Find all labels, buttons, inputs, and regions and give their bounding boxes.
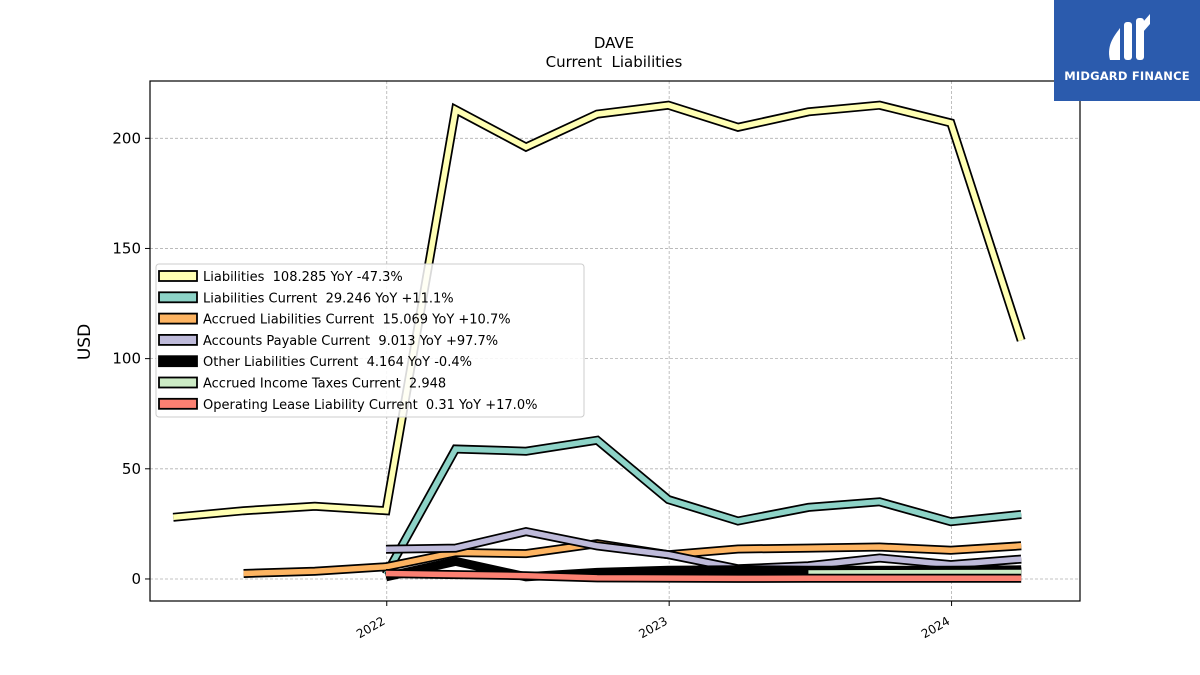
legend-label: Operating Lease Liability Current 0.31 Y… bbox=[203, 398, 537, 413]
chart-subtitle: Current Liabilities bbox=[546, 53, 683, 71]
y-tick-label: 150 bbox=[112, 239, 141, 257]
legend-label: Accrued Income Taxes Current 2.948 bbox=[203, 377, 446, 392]
series-stroke bbox=[385, 528, 1022, 572]
legend-swatch bbox=[158, 312, 198, 325]
series-line-6 bbox=[385, 569, 1022, 583]
y-tick-label: 100 bbox=[112, 350, 141, 368]
legend-swatch bbox=[158, 376, 198, 389]
series-lines bbox=[172, 100, 1026, 583]
midgard-finance-logo: MIDGARD FINANCE bbox=[1054, 0, 1200, 101]
series-stroke bbox=[172, 102, 1024, 521]
series-line-3 bbox=[385, 526, 1022, 574]
legend-label: Accrued Liabilities Current 15.069 YoY +… bbox=[203, 313, 511, 328]
legend-label: Accounts Payable Current 9.013 YoY +97.7… bbox=[203, 334, 498, 349]
legend-swatch bbox=[158, 333, 198, 346]
y-tick-label: 50 bbox=[122, 460, 141, 478]
legend-box bbox=[155, 263, 585, 418]
axis-ticks: 0 50 100 150 200 2022 2023 2024 bbox=[112, 129, 952, 641]
logo-text: MIDGARD FINANCE bbox=[1064, 69, 1190, 83]
legend-label: Liabilities Current 29.246 YoY +11.1% bbox=[203, 291, 454, 306]
series-line-1 bbox=[382, 435, 1022, 577]
legend: Liabilities 108.285 YoY -47.3% Liabilitie… bbox=[155, 263, 585, 418]
legend-swatch bbox=[158, 291, 198, 304]
legend-label: Other Liabilities Current 4.164 YoY -0.4… bbox=[203, 355, 472, 370]
x-tick-label: 2022 bbox=[354, 614, 387, 641]
y-tick-label: 0 bbox=[131, 570, 141, 588]
plot-frame bbox=[149, 80, 1081, 602]
legend-swatch bbox=[158, 355, 198, 368]
series-line-0 bbox=[172, 100, 1026, 522]
logo-mark-icon bbox=[1109, 14, 1150, 60]
legend-label: Liabilities 108.285 YoY -47.3% bbox=[203, 270, 403, 285]
series-stroke bbox=[383, 437, 1022, 576]
y-tick-label: 200 bbox=[112, 129, 141, 147]
x-tick-label: 2023 bbox=[636, 614, 669, 641]
chart-title: DAVE bbox=[594, 34, 634, 52]
series-line-5 bbox=[808, 568, 1022, 578]
legend-swatch bbox=[158, 397, 198, 410]
series-stroke bbox=[808, 569, 1022, 576]
x-tick-label: 2024 bbox=[919, 614, 952, 641]
series-stroke bbox=[385, 570, 1022, 582]
y-axis-label: USD bbox=[75, 324, 95, 360]
legend-swatch bbox=[158, 270, 198, 282]
